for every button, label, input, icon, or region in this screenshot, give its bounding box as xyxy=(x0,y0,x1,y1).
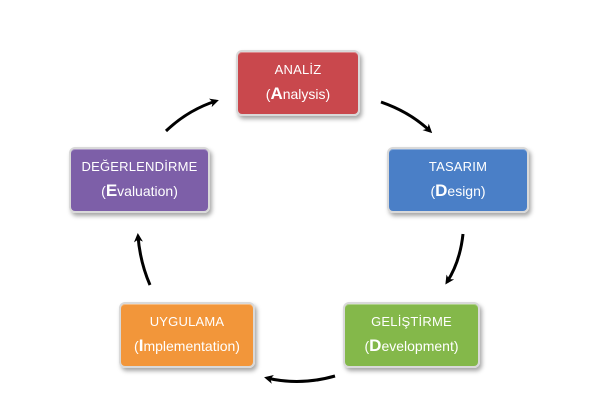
phase-tasarim-title: TASARIM xyxy=(428,159,488,174)
phase-analiz-english: (Analysis) xyxy=(265,84,331,103)
arrow-degerlendirme-to-analiz xyxy=(164,98,219,133)
arrow-tasarim-to-gelistirme xyxy=(445,233,465,285)
phase-uygulama-english: (Implementation) xyxy=(134,336,240,355)
arrow-uygulama-to-degerlendirme xyxy=(133,233,152,286)
phase-analiz-title: ANALİZ xyxy=(274,62,322,77)
phase-gelistirme-title: GELİŞTİRME xyxy=(371,314,452,329)
phase-degerlendirme-title: DEĞERLENDİRME xyxy=(81,159,198,174)
phase-uygulama-title: UYGULAMA xyxy=(149,314,225,329)
phase-degerlendirme-box: DEĞERLENDİRME (Evaluation) xyxy=(69,147,210,213)
phase-gelistirme-box: GELİŞTİRME (Development) xyxy=(343,302,480,368)
phase-tasarim-english: (Design) xyxy=(430,181,486,200)
phase-analiz-box: ANALİZ (Analysis) xyxy=(236,50,360,116)
phase-tasarim-box: TASARIM (Design) xyxy=(387,147,529,213)
phase-gelistirme-english: (Development) xyxy=(364,336,459,355)
phase-degerlendirme-english: (Evaluation) xyxy=(101,181,178,200)
arrow-analiz-to-tasarim xyxy=(380,100,433,134)
phase-uygulama-box: UYGULAMA (Implementation) xyxy=(119,302,255,368)
arrow-gelistirme-to-uygulama xyxy=(264,374,336,384)
